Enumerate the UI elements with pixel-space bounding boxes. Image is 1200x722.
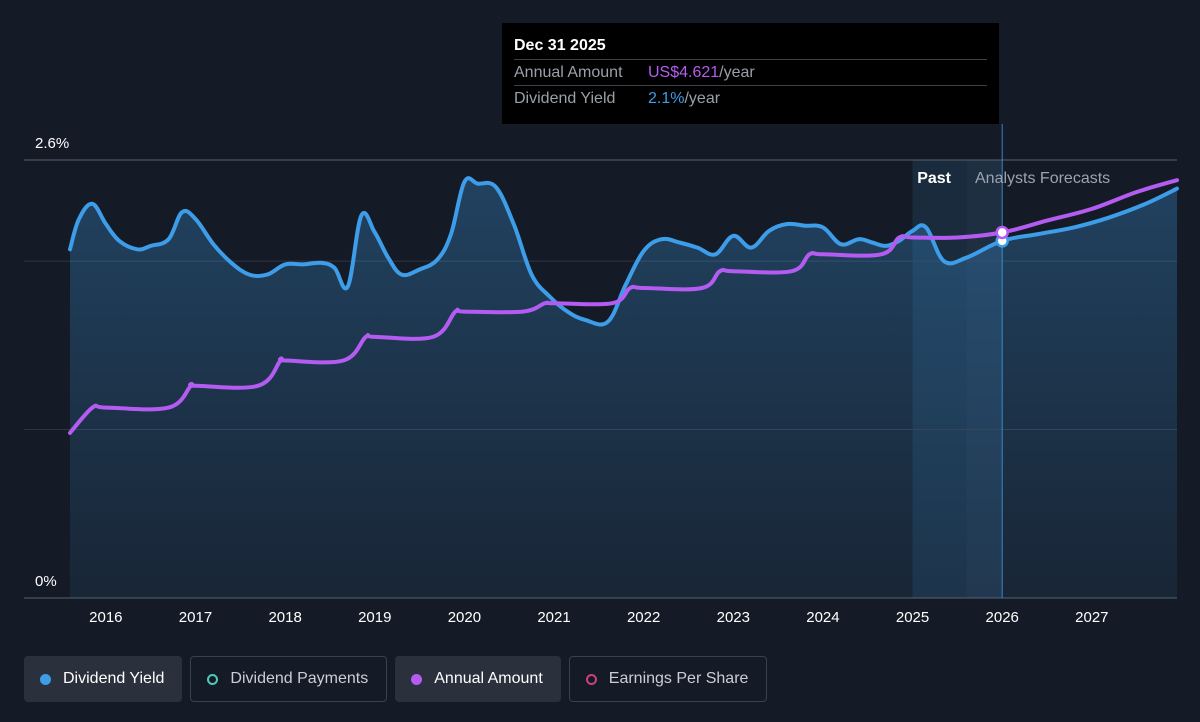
annual-amount-line (68, 178, 1179, 435)
x-tick-label: 2024 (806, 609, 839, 626)
legend-ring-icon (207, 673, 219, 685)
legend-label: Dividend Payments (230, 670, 369, 687)
legend-annual-amount[interactable]: Annual Amount (395, 656, 561, 702)
x-tick-label: 2025 (896, 609, 929, 626)
x-tick-label: 2027 (1075, 609, 1108, 626)
past-label: Past (917, 170, 951, 187)
tooltip-yield-unit: /year (684, 90, 721, 107)
legend-dot-icon (40, 673, 51, 685)
annual-amount-marker (995, 225, 1009, 240)
tooltip-date: Dec 31 2025 (514, 37, 606, 54)
legend-ring-icon (585, 673, 597, 685)
chart-tooltip: Dec 31 2025 Annual Amount US$4.621/year … (502, 23, 999, 124)
x-tick-label: 2019 (358, 609, 391, 626)
tooltip-yield-row: Dividend Yield 2.1%/year (514, 85, 987, 111)
legend-label: Earnings Per Share (608, 670, 749, 687)
x-tick-label: 2016 (89, 609, 122, 626)
legend-dividend-yield[interactable]: Dividend Yield (24, 656, 183, 702)
tooltip-yield-label: Dividend Yield (514, 90, 616, 107)
x-tick-label: 2018 (268, 609, 301, 626)
x-tick-label: 2021 (537, 609, 570, 626)
x-tick-label: 2026 (986, 609, 1019, 626)
legend-earnings-per-share[interactable]: Earnings Per Share (568, 656, 768, 702)
dividend-yield-area (70, 178, 1177, 598)
legend-label: Dividend Yield (63, 670, 165, 687)
x-tick-label: 2017 (179, 609, 212, 626)
x-tick-label: 2023 (717, 609, 750, 626)
legend-dot-icon (411, 673, 423, 685)
x-tick-label: 2022 (627, 609, 660, 626)
forecast-label: Analysts Forecasts (975, 170, 1110, 187)
dividend-chart: 2.6% 0% Past Analysts Forecasts 2016 2017… (24, 124, 1179, 626)
x-tick-label: 2020 (448, 609, 481, 626)
tooltip-yield-value: 2.1% (648, 90, 685, 107)
y-axis-top-label: 2.6% (35, 135, 69, 152)
tooltip-annual-unit: /year (719, 64, 755, 81)
legend-label: Annual Amount (434, 670, 543, 687)
tooltip-annual-label: Annual Amount (514, 64, 623, 81)
chart-legend: Dividend Yield Dividend Payments Annual … (24, 656, 768, 702)
tooltip-annual-row: Annual Amount US$4.621/year (514, 59, 987, 85)
tooltip-annual-value: US$4.621 (648, 64, 720, 81)
y-axis-bottom-label: 0% (35, 573, 57, 590)
legend-dividend-payments[interactable]: Dividend Payments (190, 656, 388, 702)
